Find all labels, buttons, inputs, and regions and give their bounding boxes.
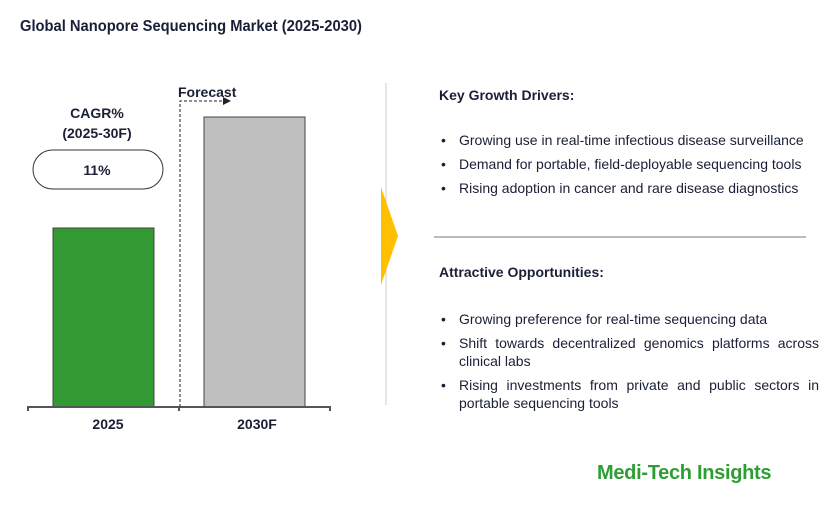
section-divider	[434, 236, 806, 238]
list-item: Growing preference for real-time sequenc…	[439, 310, 819, 328]
list-item: Rising adoption in cancer and rare disea…	[439, 179, 819, 197]
bar-2025	[52, 227, 155, 408]
drivers-heading: Key Growth Drivers:	[439, 87, 575, 103]
list-item: Growing use in real-time infectious dise…	[439, 131, 819, 149]
list-item: Demand for portable, field-deployable se…	[439, 155, 819, 173]
forecast-arrow-icon	[223, 97, 231, 105]
bar-chart: Forecast CAGR% (2025-30F) 11% 2025 2030F	[27, 83, 398, 432]
list-item: Rising investments from private and publ…	[439, 376, 819, 412]
cagr-pill	[32, 149, 164, 190]
tick-label-2025: 2025	[92, 416, 123, 432]
list-item: Shift towards decentralized genomics pla…	[439, 334, 819, 370]
logo: Medi-Tech Insights	[597, 462, 772, 484]
opportunities-heading: Attractive Opportunities:	[439, 264, 604, 280]
cagr-period: (2025-30F)	[62, 125, 131, 141]
forecast-divider	[179, 100, 225, 407]
cagr-label: CAGR%	[70, 105, 124, 121]
bar-2030f	[203, 116, 306, 408]
chevron-right-icon	[381, 187, 398, 285]
cagr-value: 11%	[83, 162, 111, 178]
opportunities-list: Growing preference for real-time sequenc…	[439, 310, 819, 418]
drivers-list: Growing use in real-time infectious dise…	[439, 131, 819, 203]
forecast-label: Forecast	[178, 84, 237, 100]
page-title: Global Nanopore Sequencing Market (2025-…	[20, 18, 362, 35]
tick-label-2030f: 2030F	[237, 416, 277, 432]
